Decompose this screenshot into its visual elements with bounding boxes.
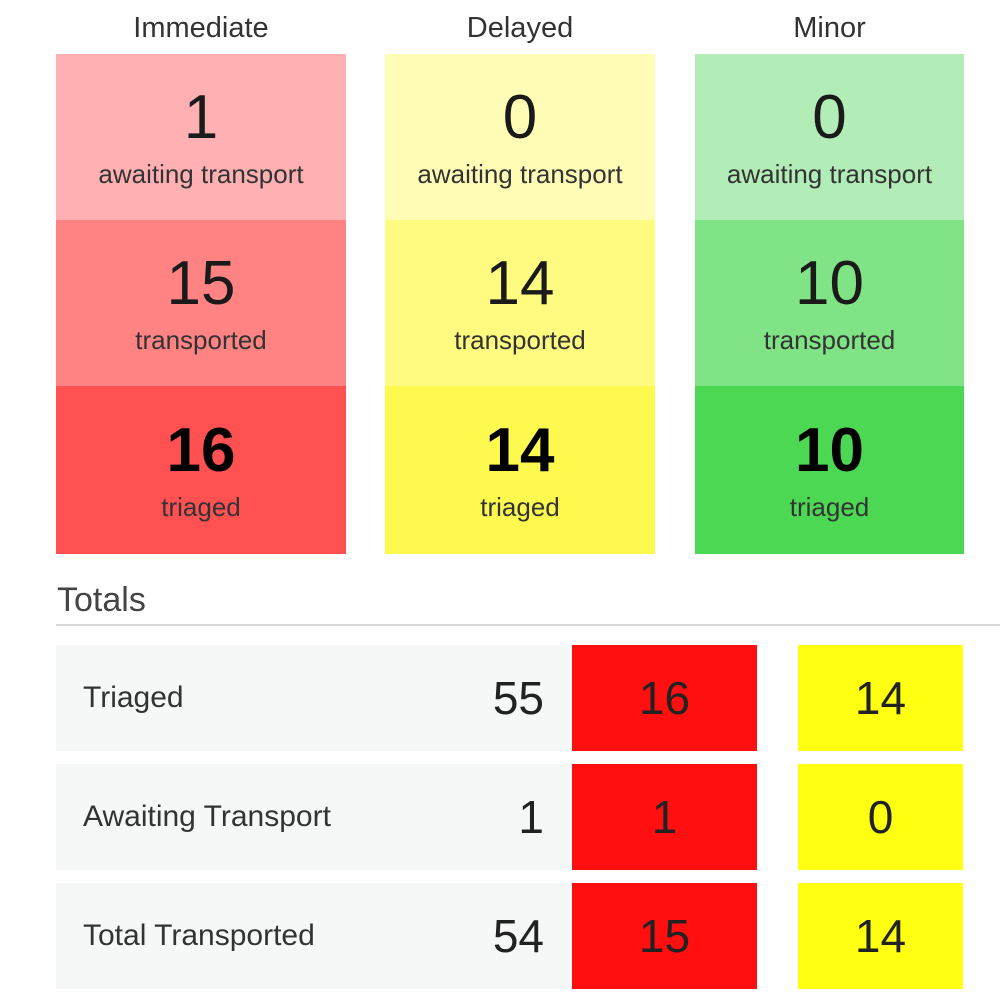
totals-divider xyxy=(56,624,1000,626)
immediate-count-cell: 1 xyxy=(572,764,757,870)
triaged-count: 16 xyxy=(166,416,236,485)
awaiting-label: awaiting transport xyxy=(726,159,933,189)
column-title: Minor xyxy=(793,12,866,44)
row-label: Triaged xyxy=(83,681,184,714)
row-label-cell: Triaged 55 xyxy=(56,645,572,751)
awaiting-tile: 1 awaiting transport xyxy=(56,54,346,220)
row-label-cell: Total Transported 54 xyxy=(56,883,572,989)
row-label-cell: Awaiting Transport 1 xyxy=(56,764,572,870)
minor-column: Minor 0 awaiting transport 10 transporte… xyxy=(695,0,964,554)
immediate-count-cell: 16 xyxy=(572,645,757,751)
transported-label: transported xyxy=(454,325,586,355)
triaged-tile: 10 triaged xyxy=(695,386,964,554)
triaged-count: 10 xyxy=(795,416,864,485)
totals-heading: Totals xyxy=(57,581,146,619)
triaged-label: triaged xyxy=(789,492,870,522)
immediate-column: Immediate 1 awaiting transport 15 transp… xyxy=(56,0,346,554)
delayed-count-cell: 0 xyxy=(798,764,963,870)
awaiting-label: awaiting transport xyxy=(98,159,304,189)
awaiting-count: 1 xyxy=(183,83,219,152)
triaged-tile: 16 triaged xyxy=(56,386,346,554)
delayed-count-cell: 14 xyxy=(798,883,963,989)
triaged-tile: 14 triaged xyxy=(385,386,655,554)
delayed-count-cell: 14 xyxy=(798,645,963,751)
category-columns: Immediate 1 awaiting transport 15 transp… xyxy=(56,0,964,554)
triaged-label: triaged xyxy=(161,492,241,522)
row-label: Total Transported xyxy=(83,919,315,952)
transported-tile: 14 transported xyxy=(385,220,655,386)
awaiting-tile: 0 awaiting transport xyxy=(695,54,964,220)
totals-row-triaged: Triaged 55 16 14 xyxy=(56,645,1000,751)
immediate-count-cell: 15 xyxy=(572,883,757,989)
transported-count: 14 xyxy=(485,249,555,318)
awaiting-count: 0 xyxy=(812,83,847,152)
totals-row-transported: Total Transported 54 15 14 xyxy=(56,883,1000,989)
transported-tile: 15 transported xyxy=(56,220,346,386)
row-total: 55 xyxy=(492,672,544,724)
transported-tile: 10 transported xyxy=(695,220,964,386)
transported-label: transported xyxy=(763,325,896,355)
delayed-column: Delayed 0 awaiting transport 14 transpor… xyxy=(385,0,655,554)
awaiting-tile: 0 awaiting transport xyxy=(385,54,655,220)
triaged-count: 14 xyxy=(485,416,555,485)
triaged-label: triaged xyxy=(480,492,560,522)
awaiting-label: awaiting transport xyxy=(417,159,623,189)
totals-row-awaiting: Awaiting Transport 1 1 0 xyxy=(56,764,1000,870)
row-total: 54 xyxy=(492,910,544,962)
column-title: Delayed xyxy=(466,12,574,44)
transported-count: 15 xyxy=(166,249,236,318)
row-label: Awaiting Transport xyxy=(83,800,331,833)
transported-label: transported xyxy=(135,325,267,355)
row-total: 1 xyxy=(518,791,544,843)
column-title: Immediate xyxy=(133,12,269,44)
awaiting-count: 0 xyxy=(502,83,538,152)
transported-count: 10 xyxy=(795,249,864,318)
